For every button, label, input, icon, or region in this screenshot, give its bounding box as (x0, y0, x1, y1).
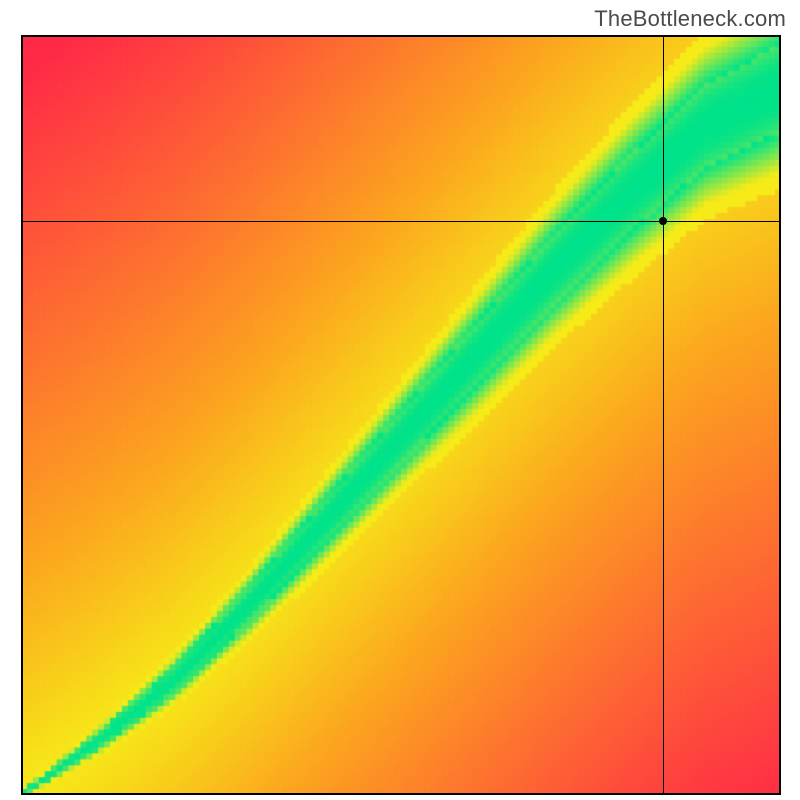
figure: { "watermark": "TheBottleneck.com", "lay… (0, 0, 800, 800)
crosshair-vertical (663, 35, 664, 795)
heatmap-plot (21, 35, 781, 795)
crosshair-marker (659, 217, 667, 225)
watermark-text: TheBottleneck.com (594, 6, 786, 32)
heatmap-canvas (21, 35, 781, 795)
